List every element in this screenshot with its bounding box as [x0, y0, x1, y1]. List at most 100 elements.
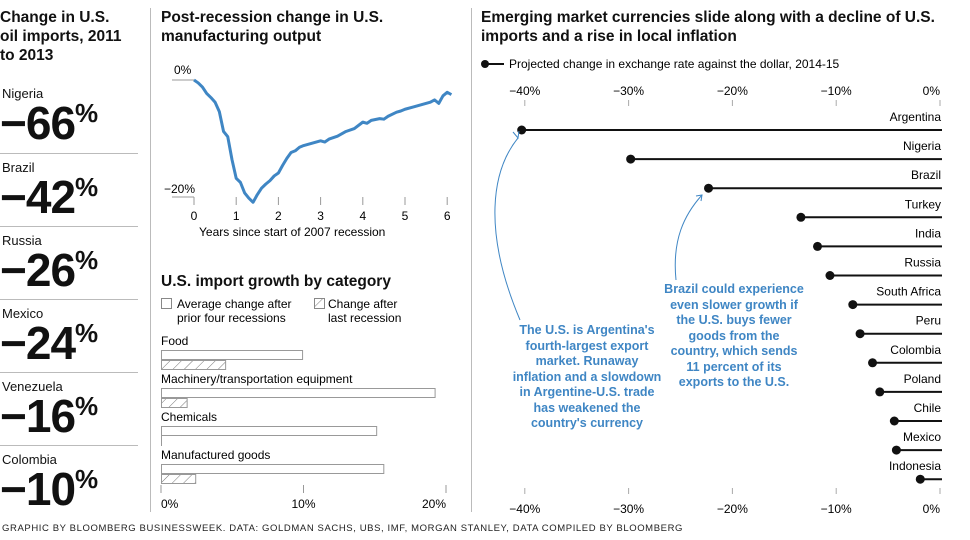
- change-dot: [626, 154, 636, 164]
- x-tick-label: 4: [359, 209, 366, 223]
- change-value: −26%: [0, 243, 98, 297]
- country-label: Indonesia: [889, 459, 941, 473]
- currency-title: Emerging market currencies slide along w…: [481, 9, 935, 45]
- x-tick-label: −20%: [717, 84, 748, 98]
- country-label: Mexico: [2, 306, 44, 321]
- change-dot: [704, 183, 714, 193]
- x-tick-label: −10%: [821, 502, 852, 516]
- bar-last-recession: [161, 398, 188, 408]
- x-tick-label: 20%: [422, 497, 446, 511]
- country-label: Colombia: [2, 452, 57, 467]
- legend-swatch-average: [161, 298, 172, 309]
- change-dot: [875, 387, 885, 397]
- change-dot: [868, 358, 878, 368]
- x-tick-label: −40%: [509, 84, 540, 98]
- country-label: Nigeria: [903, 139, 941, 153]
- country-label: South Africa: [876, 285, 941, 299]
- manufacturing-title: Post-recession change in U.S. manufactur…: [161, 9, 384, 45]
- country-label: Nigeria: [2, 86, 44, 101]
- x-tick-label: 0%: [923, 84, 941, 98]
- country-label: Colombia: [890, 343, 941, 357]
- currency-dot-chart: Projected change in exchange rate agains…: [481, 57, 942, 516]
- change-dot: [517, 125, 527, 135]
- x-axis-label: Years since start of 2007 recession: [199, 225, 385, 239]
- oil-import-item: Russia −26%: [0, 226, 138, 299]
- oil-import-item: Mexico −24%: [0, 299, 138, 372]
- x-tick-label: 10%: [291, 497, 315, 511]
- change-value: −16%: [0, 389, 98, 443]
- bar-average: [161, 350, 304, 360]
- country-label: Turkey: [905, 197, 941, 211]
- arrowhead-icon: [695, 194, 703, 202]
- category-label: Chemicals: [161, 410, 217, 424]
- legend-label: last recession: [328, 311, 401, 325]
- value-unit: %: [75, 391, 98, 421]
- bar-last-recession: [161, 474, 197, 484]
- value-number: −10: [0, 463, 76, 515]
- manufacturing-line-chart: 0% −20% 0 1 2 3 4 5 6 Years since start of 2007 r…: [164, 63, 453, 239]
- x-tick-label: −40%: [509, 502, 540, 516]
- country-label: Venezuela: [2, 379, 63, 394]
- value-number: −16: [0, 390, 76, 442]
- oil-imports-title: Change in U.S. oil imports, 2011 to 2013: [0, 9, 122, 64]
- country-label: Mexico: [903, 430, 941, 444]
- country-label: Brazil: [2, 160, 35, 175]
- bar-average: [161, 426, 378, 436]
- value-unit: %: [75, 464, 98, 494]
- bar-average: [161, 464, 385, 474]
- value-number: −42: [0, 171, 76, 223]
- x-tick-label: 0%: [923, 502, 941, 516]
- change-value: −66%: [0, 96, 98, 150]
- country-label: Brazil: [911, 168, 941, 182]
- brazil-annotation: Brazil could experience even slower grow…: [664, 282, 804, 389]
- legend-label: Change after: [328, 297, 397, 311]
- x-tick-label: 0: [191, 209, 198, 223]
- change-value: −42%: [0, 170, 98, 224]
- x-tick-label: 5: [402, 209, 409, 223]
- annotation-arrow: [494, 137, 521, 321]
- x-tick-label: 0%: [161, 497, 179, 511]
- change-dot: [796, 212, 806, 222]
- oil-imports-panel: Change in U.S. oil imports, 2011 to 2013…: [0, 8, 140, 515]
- country-label: Peru: [916, 314, 941, 328]
- annotation-arrow: [674, 194, 703, 281]
- value-number: −26: [0, 244, 76, 296]
- legend-label: prior four recessions: [177, 311, 286, 325]
- country-label: India: [915, 226, 941, 240]
- y-tick-label: 0%: [174, 63, 192, 77]
- change-dot: [889, 416, 899, 426]
- legend-swatch-last: [314, 298, 325, 309]
- oil-import-item: Venezuela −16%: [0, 372, 138, 445]
- x-tick-label: 6: [444, 209, 451, 223]
- value-unit: %: [75, 172, 98, 202]
- country-label: Chile: [914, 401, 942, 415]
- country-label: Russia: [2, 233, 42, 248]
- change-dot: [813, 241, 823, 251]
- import-growth-title: U.S. import growth by category: [161, 273, 391, 290]
- legend-label: Projected change in exchange rate agains…: [509, 57, 840, 71]
- oil-import-item: Nigeria −66%: [0, 80, 138, 153]
- x-tick-label: −30%: [613, 502, 644, 516]
- country-label: Argentina: [890, 110, 942, 124]
- change-dot: [855, 329, 865, 339]
- x-tick-label: 1: [233, 209, 240, 223]
- bar-average: [161, 388, 436, 398]
- category-label: Machinery/transportation equipment: [161, 372, 353, 386]
- category-label: Food: [161, 334, 188, 348]
- oil-import-item: Colombia −10%: [0, 445, 138, 518]
- category-label: Manufactured goods: [161, 448, 270, 462]
- country-label: Russia: [904, 256, 941, 270]
- x-tick-label: −20%: [717, 502, 748, 516]
- value-unit: %: [75, 245, 98, 275]
- arrowhead-icon: [512, 130, 520, 140]
- x-tick-label: −30%: [613, 84, 644, 98]
- change-value: −24%: [0, 316, 98, 370]
- value-unit: %: [75, 318, 98, 348]
- country-label: Poland: [904, 372, 941, 386]
- legend-label: Average change after: [177, 297, 292, 311]
- x-tick-label: 3: [317, 209, 324, 223]
- value-unit: %: [75, 98, 98, 128]
- output-line: [193, 78, 453, 204]
- change-dot: [915, 474, 925, 484]
